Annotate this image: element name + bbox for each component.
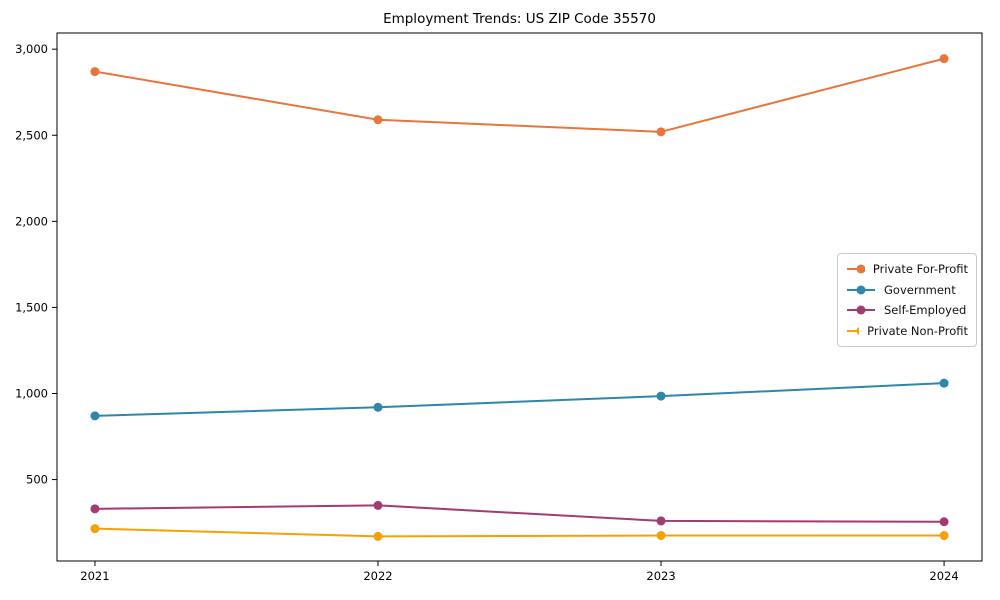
legend-marker-icon [847, 305, 875, 315]
data-point [373, 531, 383, 541]
x-tick-label: 2022 [363, 569, 392, 583]
series-line [93, 527, 946, 538]
chart-title: Employment Trends: US ZIP Code 35570 [383, 11, 656, 27]
y-tick-label: 1,500 [15, 300, 48, 314]
series-line [93, 382, 946, 417]
data-point [939, 54, 949, 64]
data-point [656, 516, 666, 526]
legend-label: Private For-Profit [872, 262, 968, 277]
data-point [90, 504, 100, 514]
data-point [656, 127, 666, 137]
legend-label: Self-Employed [884, 303, 967, 318]
legend-item: Private Non-Profit [846, 321, 968, 341]
legend: Private For-Profit Government Self-Employe… [837, 253, 977, 347]
data-point [656, 531, 666, 541]
series-line [93, 57, 946, 133]
data-point [90, 411, 100, 421]
y-tick-label: 2,000 [15, 214, 48, 228]
data-point [939, 531, 949, 541]
legend-dot [856, 285, 866, 295]
data-point [939, 517, 949, 527]
y-tick-label: 2,500 [15, 128, 48, 142]
data-point [939, 378, 949, 388]
data-point [373, 115, 383, 125]
legend-label: Private Non-Profit [867, 323, 968, 338]
data-point [90, 67, 100, 77]
legend-item: Private For-Profit [846, 259, 968, 279]
legend-dot [856, 326, 860, 335]
legend-item: Self-Employed [846, 300, 968, 320]
data-point [373, 500, 383, 510]
legend-dot [856, 305, 866, 315]
data-point [90, 524, 100, 534]
y-tick-label: 3,000 [15, 42, 48, 56]
series-line [93, 504, 946, 523]
axes-box [56, 32, 983, 562]
legend-marker-icon [847, 285, 875, 295]
legend-item: Government [846, 280, 968, 300]
x-tick-label: 2023 [646, 569, 675, 583]
x-tick-label: 2021 [80, 569, 109, 583]
legend-label: Government [884, 282, 956, 297]
legend-marker-icon [847, 264, 865, 274]
data-point [656, 391, 666, 401]
legend-dot [856, 264, 865, 274]
data-point [373, 402, 383, 412]
y-tick-label: 500 [26, 473, 48, 487]
y-tick-label: 1,000 [15, 386, 48, 400]
x-tick-label: 2024 [929, 569, 958, 583]
legend-marker-icon [847, 326, 860, 335]
